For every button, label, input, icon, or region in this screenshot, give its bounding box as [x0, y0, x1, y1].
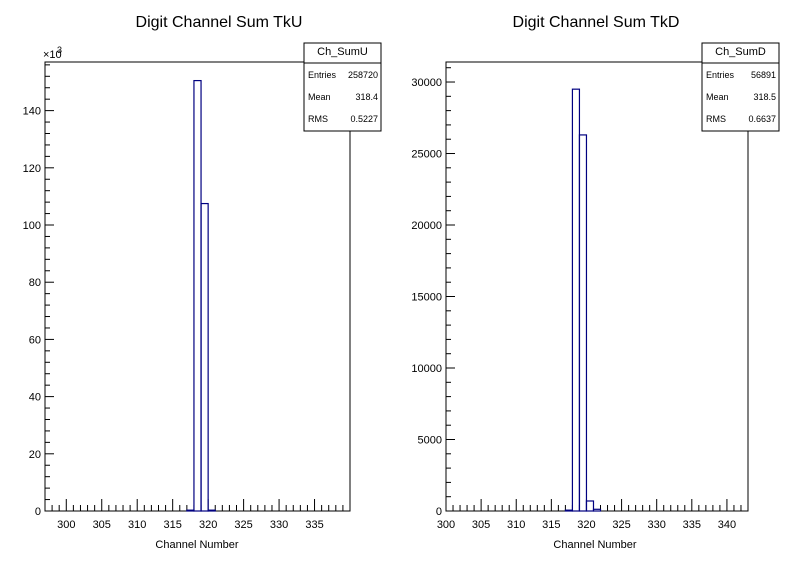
histogram-bin [564, 509, 574, 512]
histogram-bin [585, 500, 595, 512]
stats-mean-value: 318.4 [355, 92, 378, 102]
x-tick-label: 320 [199, 519, 217, 531]
histogram-bins [186, 79, 216, 512]
histogram-bin [207, 509, 216, 512]
x-tick-label: 320 [577, 519, 595, 531]
stats-box: Ch_SumD Entries 56891 Mean 318.5 RMS 0.6… [701, 42, 780, 132]
chart-title: Digit Channel Sum TkU [136, 14, 303, 31]
stats-rms-value: 0.5227 [350, 114, 378, 124]
x-tick-label: 325 [612, 519, 630, 531]
histogram-bin [193, 79, 202, 512]
stats-histogram-name: Ch_SumU [317, 46, 368, 58]
y-tick-label: 80 [29, 277, 41, 289]
x-tick-label: 305 [472, 519, 490, 531]
x-tick-label: 335 [683, 519, 701, 531]
stats-entries-value: 56891 [751, 70, 776, 80]
x-axis-label: Channel Number [155, 539, 238, 551]
panel-ch-sumd: Digit Channel Sum TkD Channel Number 300… [411, 14, 780, 551]
y-tick-label: 25000 [411, 149, 442, 161]
x-tick-label: 305 [93, 519, 111, 531]
stats-box-frame [303, 42, 382, 132]
x-tick-label: 310 [128, 519, 146, 531]
x-tick-label: 300 [437, 519, 455, 531]
x-tick-label: 310 [507, 519, 525, 531]
y-tick-label: 20 [29, 449, 41, 461]
x-tick-label: 340 [718, 519, 736, 531]
stats-box: Ch_SumU Entries 258720 Mean 318.4 RMS 0.… [303, 42, 382, 132]
y-tick-label: 0 [436, 506, 442, 518]
x-tick-label: 335 [305, 519, 323, 531]
histogram-bin [571, 88, 581, 512]
stats-rms-label: RMS [706, 114, 726, 124]
y-tick-label: 5000 [418, 435, 442, 447]
x-ticks: 300 305 310 315 320 325 330 335 340 [437, 499, 749, 531]
y-tick-label: 60 [29, 334, 41, 346]
chart-title: Digit Channel Sum TkD [513, 14, 680, 31]
y-tick-label: 120 [23, 163, 41, 175]
stats-entries-value: 258720 [348, 70, 378, 80]
x-axis-label: Channel Number [553, 539, 636, 551]
y-tick-label: 10000 [411, 363, 442, 375]
x-tick-label: 330 [648, 519, 666, 531]
stats-mean-value: 318.5 [753, 92, 776, 102]
stats-box-frame [701, 42, 780, 132]
y-tick-label: 40 [29, 392, 41, 404]
y-tick-label: 0 [35, 506, 41, 518]
stats-entries-label: Entries [706, 70, 735, 80]
y-ticks: 0 20 40 60 80 100 120 140 [23, 64, 54, 518]
x-tick-label: 330 [270, 519, 288, 531]
panel-ch-sumu: Digit Channel Sum TkU Channel Number ×10… [23, 14, 382, 551]
x-tick-label: 315 [542, 519, 560, 531]
stats-rms-label: RMS [308, 114, 328, 124]
y-tick-label: 20000 [411, 220, 442, 232]
stats-mean-label: Mean [308, 92, 331, 102]
histogram-bin [186, 509, 195, 512]
histogram-bin [592, 508, 602, 512]
x-tick-label: 325 [234, 519, 252, 531]
y-tick-label: 100 [23, 220, 41, 232]
histogram-bins [564, 88, 602, 512]
histogram-bin [578, 134, 588, 512]
y-exponent-base: ×10 [43, 49, 62, 61]
stats-entries-label: Entries [308, 70, 337, 80]
y-tick-label: 30000 [411, 77, 442, 89]
x-ticks: 300 305 310 315 320 325 330 335 [44, 499, 351, 531]
y-exponent-label: ×10 3 [43, 45, 62, 61]
x-tick-label: 315 [163, 519, 181, 531]
y-ticks: 0 5000 10000 15000 20000 25000 30000 [411, 67, 455, 518]
y-exponent-power: 3 [57, 45, 62, 55]
stats-mean-label: Mean [706, 92, 729, 102]
stats-rms-value: 0.6637 [748, 114, 776, 124]
y-tick-label: 15000 [411, 292, 442, 304]
x-tick-label: 300 [57, 519, 75, 531]
y-tick-label: 140 [23, 106, 41, 118]
stats-histogram-name: Ch_SumD [715, 46, 766, 58]
histogram-bin [200, 202, 209, 512]
